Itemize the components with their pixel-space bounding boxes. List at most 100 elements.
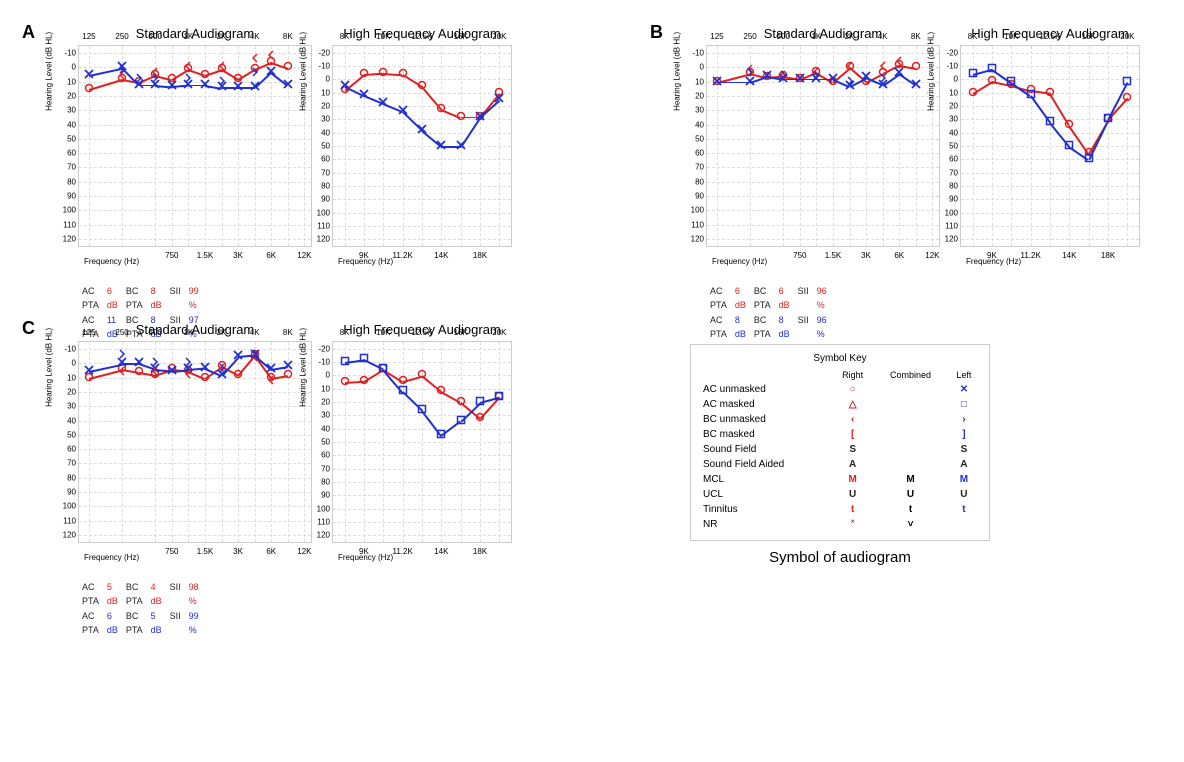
y-tick-label: 100 (317, 208, 333, 217)
audiogram-marker (218, 73, 226, 91)
y-tick-label: 120 (317, 235, 333, 244)
x-tick-label: 750 (165, 251, 178, 260)
audiogram-marker (1084, 150, 1094, 168)
x-tick-label: 6K (266, 251, 276, 260)
audiogram-marker (436, 100, 446, 118)
x-tick-label: 16K (454, 32, 468, 41)
x-tick-label: 12K (925, 251, 939, 260)
audiogram-marker (911, 76, 921, 94)
y-tick-label: 80 (67, 473, 79, 482)
x-tick-label: 10K (1004, 32, 1018, 41)
y-tick-label: 20 (321, 398, 333, 407)
audiogram-marker (378, 94, 388, 112)
y-axis-title: Hearing Level (dB HL) (45, 32, 54, 111)
y-tick-label: 80 (949, 182, 961, 191)
y-tick-label: 10 (949, 88, 961, 97)
x-tick-label: 500 (777, 32, 790, 41)
x-tick-label: 4K (250, 328, 260, 337)
symbol-key-row: AC unmasked○✕ (699, 382, 981, 397)
y-tick-label: 90 (321, 491, 333, 500)
x-axis-title: Frequency (Hz) (338, 257, 393, 266)
x-tick-label: 3K (233, 251, 243, 260)
chart-title: Standard Audiogram (78, 322, 312, 337)
y-tick-label: 40 (321, 128, 333, 137)
x-tick-label: 8K (968, 32, 978, 41)
audiogram-marker (494, 90, 504, 108)
audiogram-marker (340, 77, 350, 95)
x-tick-label: 125 (82, 32, 95, 41)
symbol-key-row: NR˟˅ (699, 517, 981, 532)
audiogram-marker (233, 366, 243, 384)
y-tick-label: 100 (945, 208, 961, 217)
x-axis-title: Frequency (Hz) (84, 257, 139, 266)
audiogram-marker (398, 65, 408, 83)
symbol-key-row: AC masked△□ (699, 397, 981, 412)
y-tick-label: 90 (321, 195, 333, 204)
audiogram-marker (417, 366, 427, 384)
y-tick-label: 10 (67, 77, 79, 86)
x-tick-label: 11.2K (1020, 251, 1040, 260)
audiogram-marker (340, 353, 350, 371)
x-tick-label: 8K (283, 32, 293, 41)
audiogram-marker (494, 388, 504, 406)
y-tick-label: -10 (64, 345, 79, 354)
y-tick-label: 0 (326, 371, 333, 380)
audiogram-marker (340, 373, 350, 391)
symbol-key-row: Tinnitusttt (699, 502, 981, 517)
audiogram-marker (436, 137, 446, 155)
audiogram-marker (1064, 137, 1074, 155)
x-tick-label: 3K (233, 547, 243, 556)
panel-label: A (22, 22, 35, 43)
audiogram-marker (456, 108, 466, 126)
x-tick-label: 14K (434, 251, 448, 260)
x-tick-label: 20K (492, 328, 506, 337)
summary-row: AC PTA8 dBBC PTA8 dBSII96 % (710, 313, 827, 342)
audiogram-marker (456, 412, 466, 430)
y-tick-label: 120 (691, 234, 707, 243)
symbol-key-title: Symbol Key (699, 353, 981, 364)
chart-box: 8K10K12.5K16K20K9K11.2K14K18K-20-1001020… (332, 341, 512, 543)
y-tick-label: 60 (321, 155, 333, 164)
x-tick-label: 6K (266, 547, 276, 556)
audiogram-marker (762, 67, 772, 85)
audiogram-marker (1122, 89, 1132, 107)
audiogram-marker (200, 359, 210, 377)
audiogram-marker (417, 401, 427, 419)
y-tick-label: 80 (321, 478, 333, 487)
x-tick-label: 10K (376, 32, 390, 41)
y-tick-label: 60 (695, 149, 707, 158)
audiogram-marker (1103, 110, 1113, 128)
audiogram-marker (283, 58, 293, 76)
x-tick-label: 250 (743, 32, 756, 41)
x-tick-label: 1.5K (197, 251, 213, 260)
x-tick-label: 8K (340, 32, 350, 41)
y-tick-label: 100 (691, 206, 707, 215)
audiogram-marker (118, 61, 126, 79)
y-tick-label: 20 (67, 92, 79, 101)
x-tick-label: 4K (250, 32, 260, 41)
audiogram-marker (233, 78, 243, 96)
audiogram-marker (456, 137, 466, 155)
y-tick-label: 50 (695, 134, 707, 143)
audiogram-marker (267, 372, 275, 390)
x-tick-label: 3K (861, 251, 871, 260)
y-tick-label: 60 (67, 445, 79, 454)
audiogram-marker (134, 354, 144, 372)
x-tick-label: 1.5K (825, 251, 841, 260)
audiogram-marker (184, 354, 192, 372)
summary-row: AC PTA6 dBBC PTA5 dBSII99 % (82, 609, 199, 638)
symbol-key-row: Sound FieldSS (699, 442, 981, 457)
x-tick-label: 500 (149, 328, 162, 337)
chart-title: Standard Audiogram (78, 26, 312, 41)
y-tick-label: 70 (321, 168, 333, 177)
y-tick-label: 20 (695, 92, 707, 101)
symbol-key-table: RightCombinedLeftAC unmasked○✕AC masked△… (699, 368, 981, 532)
y-tick-label: 100 (63, 502, 79, 511)
chart-box: 1252505001K2K4K8K7501.5K3K6K12K-10010203… (78, 45, 312, 247)
summary-block: AC PTA6 dBBC PTA6 dBSII96 %AC PTA8 dBBC … (710, 284, 827, 342)
y-tick-label: 70 (321, 464, 333, 473)
x-tick-label: 500 (149, 32, 162, 41)
y-tick-label: 70 (695, 163, 707, 172)
y-tick-label: 30 (321, 115, 333, 124)
audiogram-marker (167, 77, 177, 95)
